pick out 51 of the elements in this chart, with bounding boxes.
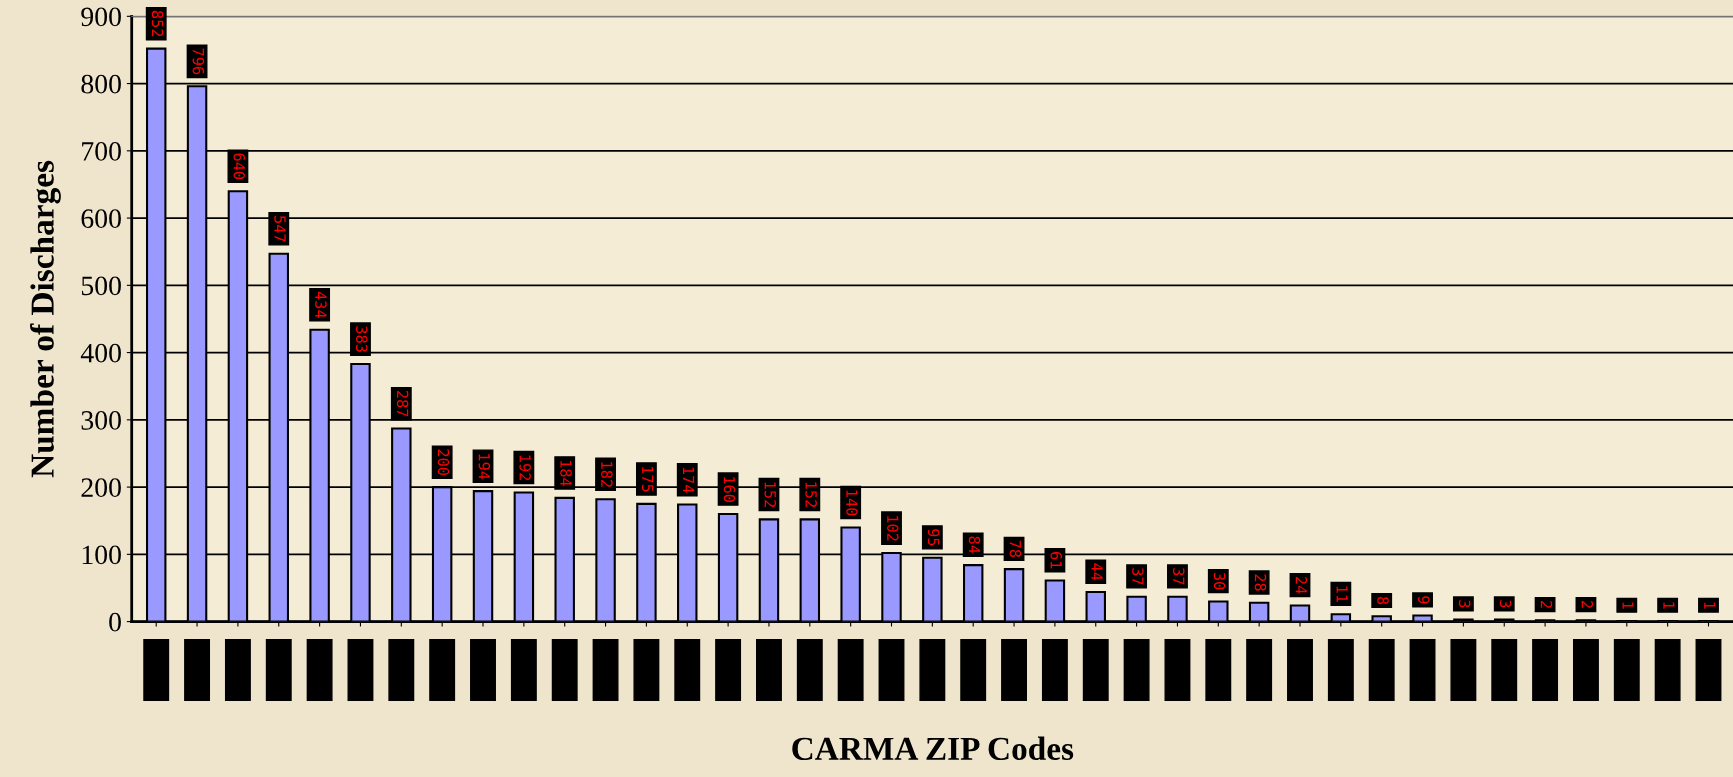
data-label: 194 <box>478 454 491 480</box>
data-label: 160 <box>723 477 736 502</box>
data-label: 61 <box>1050 552 1062 569</box>
data-label: 1 <box>1704 602 1716 609</box>
y-tick-label: 0 <box>109 612 121 632</box>
y-tick-label: 500 <box>81 276 121 296</box>
y-tick-label: 700 <box>82 141 121 161</box>
data-label: 78 <box>1009 540 1022 558</box>
data-label: 200 <box>437 449 450 475</box>
data-label: 640 <box>233 153 245 180</box>
data-label: 383 <box>355 326 368 352</box>
data-label: 192 <box>519 455 531 481</box>
y-tick-label: 300 <box>81 411 121 430</box>
data-label: 30 <box>1213 572 1226 590</box>
data-label: 182 <box>601 462 613 487</box>
data-label: 28 <box>1254 574 1267 591</box>
data-label: 152 <box>805 482 817 507</box>
data-label: 37 <box>1172 568 1185 585</box>
data-label: 1 <box>1663 602 1675 609</box>
data-label: 44 <box>1091 563 1103 581</box>
data-label: 174 <box>683 467 695 493</box>
data-label: 434 <box>315 291 327 318</box>
data-label: 796 <box>192 48 205 75</box>
data-label: 287 <box>396 391 409 417</box>
data-label: 24 <box>1295 577 1308 594</box>
data-label: 11 <box>1336 586 1348 603</box>
data-label: 3 <box>1458 600 1471 608</box>
data-label: 140 <box>846 490 858 516</box>
y-tick-label: 400 <box>80 343 121 363</box>
y-tick-label: 100 <box>82 545 121 565</box>
data-label: 184 <box>560 460 572 487</box>
data-label: 2 <box>1581 601 1594 608</box>
data-label: 852 <box>151 10 164 37</box>
data-label: 152 <box>764 482 777 507</box>
data-label: 95 <box>927 529 940 546</box>
y-axis-title: Number of Discharges <box>30 160 61 478</box>
data-label: 102 <box>887 516 899 541</box>
data-label: 37 <box>1132 568 1144 585</box>
data-label: 9 <box>1418 596 1430 604</box>
data-label: 175 <box>641 467 654 492</box>
data-label: 1 <box>1622 602 1634 609</box>
y-tick-label: 600 <box>81 209 121 228</box>
data-label: 2 <box>1540 601 1553 608</box>
data-label: 547 <box>274 216 286 242</box>
y-tick-label: 200 <box>81 478 121 497</box>
data-label: 3 <box>1499 600 1512 608</box>
data-label: 8 <box>1377 596 1389 605</box>
data-label: 84 <box>968 536 981 554</box>
y-tick-label: 900 <box>81 7 121 27</box>
y-tick-label: 800 <box>81 74 121 94</box>
x-axis-title: CARMA ZIP Codes <box>792 736 1074 761</box>
